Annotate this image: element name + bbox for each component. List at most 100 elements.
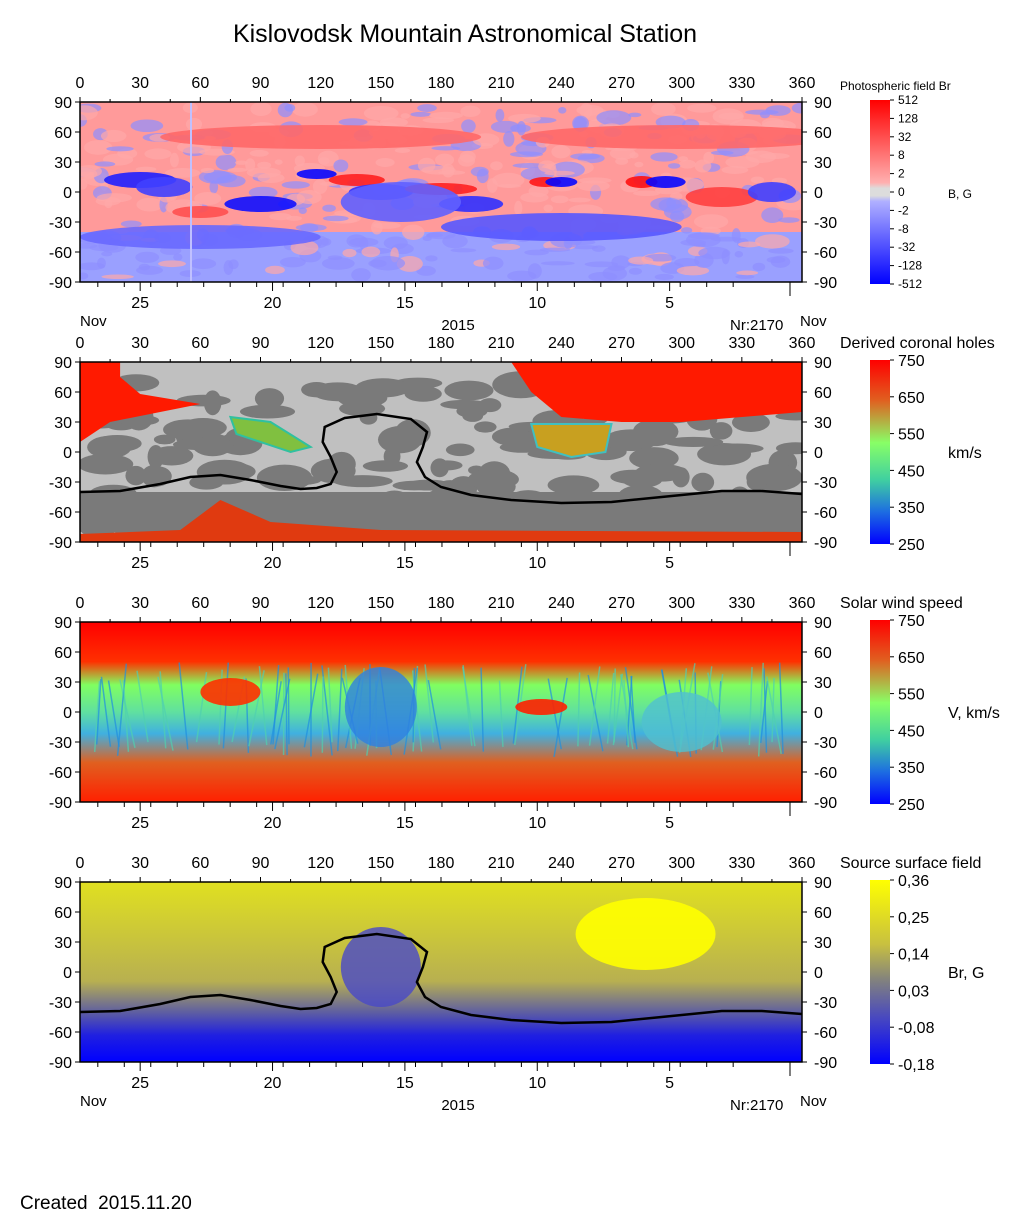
colorbar-tick-label: -2 — [898, 203, 909, 217]
field-mottle — [416, 265, 436, 276]
field-mottle — [130, 119, 164, 133]
lon-tick-label: 60 — [191, 75, 209, 92]
south-polar-hole — [80, 500, 802, 542]
active-region — [747, 182, 796, 202]
lat-tick-label: 90 — [814, 615, 832, 632]
closed-field-patch — [663, 436, 724, 448]
field-mottle — [568, 197, 591, 203]
field-mottle — [476, 168, 489, 184]
lat-tick-label: 0 — [814, 185, 823, 202]
colorbar-tick-label: 550 — [898, 687, 925, 704]
date-tick-label: 20 — [264, 1075, 282, 1092]
field-mottle — [482, 256, 504, 270]
closed-field-patch — [172, 439, 218, 450]
field-mottle — [650, 152, 678, 162]
field-mottle — [279, 256, 306, 268]
wind-streak — [116, 663, 128, 756]
field-mottle — [80, 262, 106, 271]
wind-streak — [748, 667, 753, 746]
field-mottle — [508, 113, 541, 123]
lon-tick-label: 330 — [728, 75, 755, 92]
colorbar — [870, 880, 890, 1064]
lat-tick-label: 60 — [814, 125, 832, 142]
closed-field-patch — [691, 472, 715, 492]
wind-streak — [427, 679, 442, 750]
field-mottle — [578, 177, 612, 184]
field-mottle — [215, 154, 237, 171]
north-west-hole — [80, 362, 201, 442]
lat-tick-label: 90 — [814, 95, 832, 112]
field-mottle — [194, 191, 222, 206]
lon-tick-label: 0 — [76, 75, 85, 92]
closed-field-patch — [711, 430, 730, 440]
source-surface-map — [80, 882, 802, 1062]
field-mottle — [538, 160, 556, 173]
lon-tick-label: 90 — [252, 75, 270, 92]
lon-tick-label: 270 — [608, 595, 635, 612]
field-mottle — [363, 105, 399, 121]
colorbar-title: Derived coronal holes — [840, 335, 995, 352]
wind-streak — [337, 668, 343, 752]
lat-tick-label: -90 — [49, 535, 72, 552]
field-mottle — [383, 236, 408, 250]
field-mottle — [632, 190, 661, 197]
lon-tick-label: 60 — [191, 595, 209, 612]
wind-streak — [136, 670, 149, 743]
field-mottle — [298, 207, 307, 214]
lon-tick-label: 30 — [131, 75, 149, 92]
lat-tick-label: 0 — [63, 965, 72, 982]
field-mottle — [693, 214, 729, 229]
lon-tick-label: 150 — [367, 855, 394, 872]
lat-tick-label: 90 — [54, 615, 72, 632]
lat-tick-label: 90 — [54, 355, 72, 372]
field-mottle — [94, 161, 116, 167]
positive-maximum — [575, 898, 716, 970]
wind-streak — [759, 680, 769, 744]
lat-tick-label: -90 — [49, 1055, 72, 1072]
slow-wind-cell — [641, 692, 722, 752]
field-mottle — [100, 129, 127, 143]
field-mottle — [327, 255, 343, 260]
colorbar-tick-label: 350 — [898, 760, 925, 777]
neutral-line — [80, 412, 802, 505]
field-mottle — [761, 207, 784, 223]
field-mottle — [752, 262, 766, 272]
closed-field-patch — [391, 381, 425, 391]
field-mottle — [257, 161, 272, 169]
wind-streak — [178, 662, 189, 750]
field-mottle — [338, 118, 368, 126]
data-seam — [190, 102, 192, 282]
field-mottle — [80, 164, 102, 178]
field-mottle — [718, 112, 744, 120]
field-mottle — [528, 185, 549, 198]
month-label-left: Nov — [80, 313, 107, 330]
field-mottle — [450, 248, 477, 253]
lon-tick-label: 360 — [789, 595, 816, 612]
closed-field-patch — [254, 388, 285, 409]
field-mottle — [333, 159, 349, 173]
lon-tick-label: 60 — [191, 855, 209, 872]
lat-tick-label: 0 — [63, 705, 72, 722]
lat-tick-label: 60 — [54, 385, 72, 402]
wind-streak — [159, 671, 167, 749]
wind-streak — [274, 678, 291, 750]
year-label: 2015 — [441, 317, 474, 334]
wind-streak — [623, 679, 630, 748]
lat-tick-label: 0 — [814, 965, 823, 982]
slow-wind-cell — [344, 667, 417, 747]
closed-field-patch — [775, 411, 802, 421]
field-mottle — [579, 102, 593, 119]
closed-field-patch — [706, 445, 736, 462]
field-mottle — [596, 110, 632, 126]
wind-streak — [327, 667, 333, 743]
field-mottle — [135, 166, 157, 172]
active-region — [545, 177, 578, 187]
field-mottle — [104, 199, 113, 209]
field-mottle — [687, 103, 717, 113]
wind-streak — [303, 673, 319, 748]
field-mottle — [425, 255, 438, 262]
field-mottle — [543, 204, 554, 212]
lon-tick-label: 240 — [548, 335, 575, 352]
colorbar — [870, 360, 890, 544]
wind-streak — [321, 676, 324, 753]
